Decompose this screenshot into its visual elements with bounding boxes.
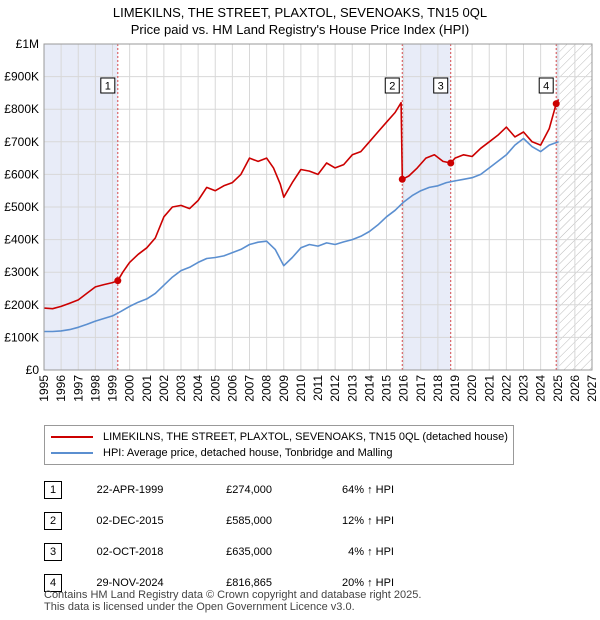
x-tick-label: 1998 [88, 375, 102, 402]
sale-label: 2 [389, 81, 395, 93]
sale-label-box [100, 77, 116, 94]
x-tick-label: 1995 [37, 375, 51, 402]
sale-labels-layer: 1 2 3 4 [100, 77, 554, 94]
x-tick-label: 2027 [585, 375, 599, 402]
legend-item-property: LIMEKILNS, THE STREET, PLAXTOL, SEVENOAK… [51, 429, 508, 445]
y-tick-label: £900K [4, 70, 39, 84]
x-tick-label: 2003 [174, 375, 188, 402]
x-tick-label: 2015 [380, 375, 394, 402]
x-tick-label: 2013 [345, 375, 359, 402]
y-tick-label: £500K [4, 200, 39, 214]
y-tick-label: £400K [4, 233, 39, 247]
chart-subtitle: Price paid vs. HM Land Registry's House … [131, 22, 469, 37]
sale-point [114, 277, 122, 285]
legend-label-hpi: HPI: Average price, detached house, Tonb… [103, 447, 393, 459]
transaction-hpi: 12% ↑ HPI [342, 514, 394, 527]
x-tick-label: 2002 [157, 375, 171, 402]
x-tick-label: 2006 [225, 375, 239, 402]
y-tick-label: £0 [26, 363, 40, 377]
x-tick-label: 1996 [54, 375, 68, 402]
x-tick-label: 2022 [499, 375, 513, 402]
sale-points-layer [114, 100, 560, 285]
transaction-price: £274,000 [226, 483, 272, 496]
x-tick-label: 2012 [328, 375, 342, 402]
footer-licence: This data is licensed under the Open Gov… [44, 601, 355, 613]
x-tick-label: 1999 [106, 375, 120, 402]
x-axis: 1995 1996 1997 1998 1999 2000 2001 2002 2003 2004… [37, 375, 599, 402]
transaction-hpi: 20% ↑ HPI [342, 576, 394, 589]
transaction-price: £816,865 [226, 576, 272, 589]
y-tick-label: £1M [16, 37, 39, 51]
legend-item-hpi: HPI: Average price, detached house, Tonb… [51, 445, 392, 461]
y-tick-label: £200K [4, 298, 39, 312]
chart-title: LIMEKILNS, THE STREET, PLAXTOL, SEVENOAK… [113, 5, 487, 20]
x-tick-label: 1997 [71, 375, 85, 402]
sale-point [552, 100, 560, 108]
price-chart: LIMEKILNS, THE STREET, PLAXTOL, SEVENOAK… [4, 5, 599, 402]
transaction-number: 4 [44, 573, 62, 592]
x-tick-label: 2005 [208, 375, 222, 402]
sale-point [447, 159, 455, 167]
sale-point [398, 175, 406, 183]
plot-border [43, 43, 593, 371]
table-row: 2 02-DEC-2015 £585,000 12% ↑ HPI [44, 505, 394, 536]
transaction-hpi: 64% ↑ HPI [342, 483, 394, 496]
x-tick-label: 2018 [431, 375, 445, 402]
transaction-number: 3 [44, 542, 62, 561]
transaction-price: £585,000 [226, 514, 272, 527]
x-tick-label: 2011 [311, 375, 325, 401]
x-tick-label: 2001 [140, 375, 154, 402]
legend-label-property: LIMEKILNS, THE STREET, PLAXTOL, SEVENOAK… [103, 431, 508, 443]
series-line-hpi [44, 137, 559, 333]
x-tick-label: 2019 [448, 375, 462, 402]
y-tick-label: £300K [4, 265, 39, 279]
y-tick-label: £700K [4, 135, 39, 149]
transaction-number: 1 [44, 480, 62, 499]
transaction-date: 22-APR-1999 [96, 483, 164, 496]
sale-label: 4 [543, 81, 549, 93]
legend-line-hpi [51, 452, 93, 454]
table-row: 3 02-OCT-2018 £635,000 4% ↑ HPI [44, 536, 394, 567]
table-row: 4 29-NOV-2024 £816,865 20% ↑ HPI [44, 567, 394, 598]
x-tick-label: 2004 [191, 375, 205, 402]
x-tick-label: 2025 [551, 375, 565, 402]
sale-label-box [433, 77, 449, 94]
y-tick-label: £100K [4, 330, 39, 344]
x-tick-label: 2016 [397, 375, 411, 402]
transaction-hpi: 4% ↑ HPI [348, 545, 394, 558]
x-tick-label: 2008 [260, 375, 274, 402]
x-tick-label: 2009 [277, 375, 291, 402]
y-axis: £0 £100K £200K £300K £400K £500K £600K £700K £80… [4, 37, 39, 377]
legend-line-property [51, 436, 93, 438]
sale-label-box [384, 77, 400, 94]
x-tick-label: 2023 [517, 375, 531, 402]
x-tick-label: 2020 [465, 375, 479, 402]
sale-label: 3 [438, 81, 444, 93]
transaction-price: £635,000 [226, 545, 272, 558]
y-tick-label: £600K [4, 167, 39, 181]
legend: LIMEKILNS, THE STREET, PLAXTOL, SEVENOAK… [44, 425, 514, 465]
footer-copyright: Contains HM Land Registry data © Crown c… [44, 589, 422, 601]
x-tick-label: 2024 [534, 375, 548, 402]
x-tick-label: 2000 [123, 375, 137, 402]
table-row: 1 22-APR-1999 £274,000 64% ↑ HPI [44, 474, 394, 505]
transaction-number: 2 [44, 511, 62, 530]
x-tick-label: 2026 [568, 375, 582, 402]
transaction-date: 02-DEC-2015 [96, 514, 164, 527]
x-tick-label: 2014 [362, 375, 376, 402]
series-layer [43, 99, 560, 333]
x-tick-label: 2021 [482, 375, 496, 402]
sale-label-box [538, 77, 554, 94]
x-tick-label: 2010 [294, 375, 308, 402]
x-tick-label: 2007 [243, 375, 257, 402]
footer: Contains HM Land Registry data © Crown c… [44, 589, 421, 613]
transaction-date: 29-NOV-2024 [96, 576, 164, 589]
transaction-date: 02-OCT-2018 [96, 545, 164, 558]
y-tick-label: £800K [4, 102, 39, 116]
sale-label: 1 [105, 81, 111, 93]
x-tick-label: 2017 [414, 375, 428, 402]
series-line-property [43, 99, 560, 310]
transactions-table: 1 22-APR-1999 £274,000 64% ↑ HPI 2 02-DE… [44, 474, 394, 598]
